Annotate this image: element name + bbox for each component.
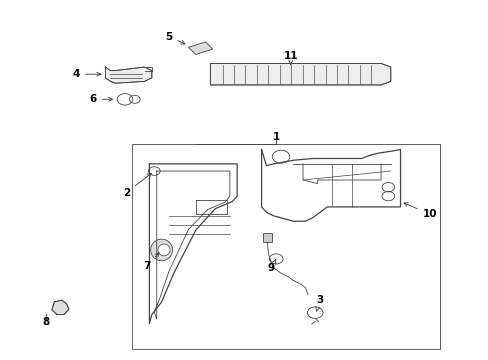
Polygon shape bbox=[188, 42, 212, 54]
Polygon shape bbox=[210, 63, 390, 85]
Text: 7: 7 bbox=[143, 253, 159, 271]
Polygon shape bbox=[52, 300, 69, 315]
Text: 9: 9 bbox=[267, 260, 275, 273]
Ellipse shape bbox=[158, 244, 170, 256]
Text: 6: 6 bbox=[89, 94, 112, 104]
Bar bbox=[132, 144, 439, 348]
Text: 2: 2 bbox=[122, 174, 151, 198]
Bar bbox=[263, 233, 271, 242]
Text: 10: 10 bbox=[403, 203, 436, 219]
Text: 4: 4 bbox=[72, 69, 101, 79]
Polygon shape bbox=[105, 67, 152, 83]
Text: 8: 8 bbox=[42, 317, 49, 327]
Text: 1: 1 bbox=[272, 132, 279, 142]
Text: 5: 5 bbox=[165, 32, 184, 44]
Text: 11: 11 bbox=[283, 51, 298, 64]
Text: 3: 3 bbox=[315, 295, 323, 311]
Ellipse shape bbox=[150, 239, 172, 261]
